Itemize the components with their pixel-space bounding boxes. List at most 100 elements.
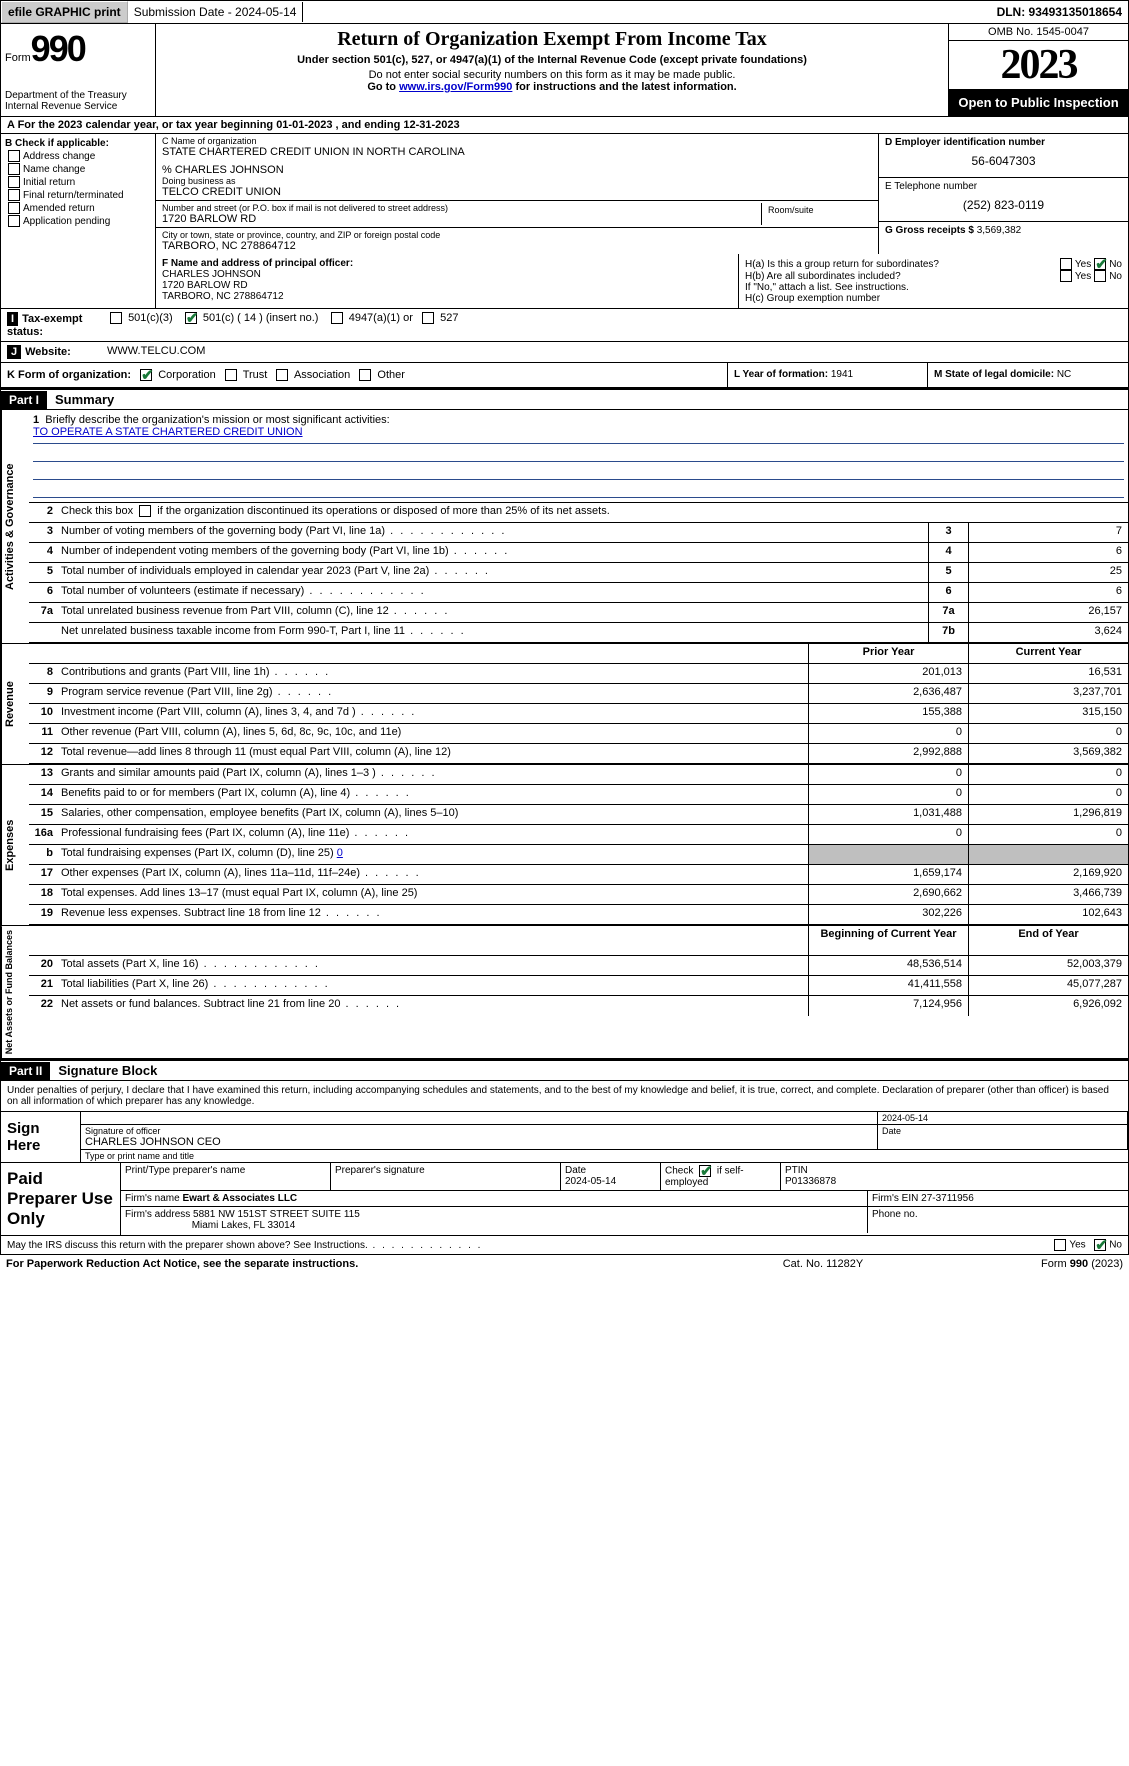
- type-name-label: Type or print name and title: [81, 1150, 1128, 1162]
- line7b-val: 3,624: [968, 623, 1128, 642]
- hb-yes[interactable]: [1060, 270, 1072, 282]
- discuss-yes[interactable]: [1054, 1239, 1066, 1251]
- chk-assoc[interactable]: [276, 369, 288, 381]
- part1-label: Part I: [1, 391, 47, 409]
- chk-527[interactable]: [422, 312, 434, 324]
- form-title: Return of Organization Exempt From Incom…: [160, 28, 944, 51]
- sign-here-block: Sign Here 2024-05-14 Signature of office…: [0, 1111, 1129, 1163]
- line13-desc: Grants and similar amounts paid (Part IX…: [57, 765, 808, 784]
- tax-status-label: Tax-exempt status:: [7, 313, 82, 338]
- part2-title: Signature Block: [50, 1061, 165, 1080]
- officer-addr1: 1720 BARLOW RD: [162, 280, 732, 291]
- phone-value: (252) 823-0119: [885, 192, 1122, 218]
- irs-discuss-row: May the IRS discuss this return with the…: [0, 1236, 1129, 1255]
- part1-header: Part I Summary: [0, 388, 1129, 410]
- ein-label: D Employer identification number: [885, 137, 1122, 148]
- chk-initial-return[interactable]: [8, 176, 20, 188]
- line8-desc: Contributions and grants (Part VIII, lin…: [57, 664, 808, 683]
- chk-501c3[interactable]: [110, 312, 122, 324]
- line9-desc: Program service revenue (Part VIII, line…: [57, 684, 808, 703]
- chk-discontinued[interactable]: [139, 505, 151, 517]
- chk-corp[interactable]: [140, 369, 152, 381]
- city-state-zip: TARBORO, NC 278864712: [162, 240, 872, 252]
- subtitle-2: Do not enter social security numbers on …: [160, 69, 944, 81]
- chk-address-change[interactable]: [8, 150, 20, 162]
- line11-prior: 0: [808, 724, 968, 743]
- efile-print-button[interactable]: efile GRAPHIC print: [1, 1, 128, 23]
- line15-desc: Salaries, other compensation, employee b…: [57, 805, 808, 824]
- chk-other[interactable]: [359, 369, 371, 381]
- officer-addr2: TARBORO, NC 278864712: [162, 291, 732, 302]
- cat-no: Cat. No. 11282Y: [723, 1258, 923, 1270]
- line10-desc: Investment income (Part VIII, column (A)…: [57, 704, 808, 723]
- form-footer: Form 990 (2023): [923, 1258, 1123, 1270]
- chk-final-return[interactable]: [8, 189, 20, 201]
- line18-curr: 3,466,739: [968, 885, 1128, 904]
- top-bar: efile GRAPHIC print Submission Date - 20…: [0, 0, 1129, 24]
- dept-treasury: Department of the Treasury Internal Reve…: [5, 90, 151, 112]
- irs-link[interactable]: www.irs.gov/Form990: [399, 81, 512, 93]
- irs-discuss-q: May the IRS discuss this return with the…: [7, 1240, 482, 1251]
- line20-boy: 48,536,514: [808, 956, 968, 975]
- website-value: WWW.TELCU.COM: [107, 345, 205, 357]
- gross-receipts-value: 3,569,382: [977, 225, 1022, 236]
- prep-name-hdr: Print/Type preparer's name: [121, 1163, 331, 1190]
- chk-4947[interactable]: [331, 312, 343, 324]
- governance-section: Activities & Governance 1 Briefly descri…: [0, 410, 1129, 643]
- line13-prior: 0: [808, 765, 968, 784]
- submission-date: Submission Date - 2024-05-14: [128, 2, 304, 22]
- line18-desc: Total expenses. Add lines 13–17 (must eq…: [57, 885, 808, 904]
- side-net-assets: Net Assets or Fund Balances: [1, 926, 29, 1058]
- chk-app-pending[interactable]: [8, 215, 20, 227]
- prep-sig-hdr: Preparer's signature: [331, 1163, 561, 1190]
- firm-ein-label: Firm's EIN: [872, 1193, 921, 1204]
- sign-here-label: Sign Here: [1, 1112, 81, 1162]
- column-c-org: C Name of organization STATE CHARTERED C…: [156, 134, 878, 254]
- subtitle-1: Under section 501(c), 527, or 4947(a)(1)…: [160, 54, 944, 66]
- subtitle-3: Go to www.irs.gov/Form990 for instructio…: [160, 81, 944, 93]
- ha-no[interactable]: [1094, 258, 1106, 270]
- ptin-label: PTIN: [785, 1165, 808, 1176]
- form-org-label: K Form of organization:: [7, 369, 131, 381]
- side-governance: Activities & Governance: [1, 410, 29, 643]
- domicile-label: M State of legal domicile:: [934, 369, 1057, 380]
- phone-label: E Telephone number: [885, 181, 1122, 192]
- chk-name-change[interactable]: [8, 163, 20, 175]
- dba: TELCO CREDIT UNION: [162, 186, 872, 198]
- year-formation-label: L Year of formation:: [734, 369, 831, 380]
- prior-year-hdr: Prior Year: [808, 644, 968, 663]
- line22-eoy: 6,926,092: [968, 996, 1128, 1016]
- addr-label: Number and street (or P.O. box if mail i…: [162, 203, 761, 213]
- chk-amended[interactable]: [8, 202, 20, 214]
- discuss-no[interactable]: [1094, 1239, 1106, 1251]
- line12-curr: 3,569,382: [968, 744, 1128, 763]
- firm-phone-label: Phone no.: [868, 1207, 1128, 1233]
- hc-label: H(c) Group exemption number: [745, 293, 1122, 304]
- chk-501c[interactable]: [185, 312, 197, 324]
- expenses-section: Expenses 13Grants and similar amounts pa…: [0, 764, 1129, 925]
- year-formation: 1941: [831, 369, 853, 380]
- line17-curr: 2,169,920: [968, 865, 1128, 884]
- line19-curr: 102,643: [968, 905, 1128, 924]
- sig-officer-name: CHARLES JOHNSON CEO: [85, 1136, 873, 1148]
- line14-prior: 0: [808, 785, 968, 804]
- line16-prior: 0: [808, 825, 968, 844]
- tax-year: 2023: [949, 41, 1128, 89]
- chk-trust[interactable]: [225, 369, 237, 381]
- line16a-desc: Professional fundraising fees (Part IX, …: [57, 825, 808, 844]
- column-de: D Employer identification number 56-6047…: [878, 134, 1128, 254]
- firm-name: Ewart & Associates LLC: [182, 1193, 297, 1204]
- room-suite-label: Room/suite: [762, 203, 872, 225]
- boy-hdr: Beginning of Current Year: [808, 926, 968, 955]
- line20-eoy: 52,003,379: [968, 956, 1128, 975]
- line9-curr: 3,237,701: [968, 684, 1128, 703]
- line17-desc: Other expenses (Part IX, column (A), lin…: [57, 865, 808, 884]
- line5-desc: Total number of individuals employed in …: [57, 563, 928, 582]
- rows-ijk: ITax-exempt status: 501(c)(3) 501(c) ( 1…: [0, 309, 1129, 388]
- net-assets-section: Net Assets or Fund Balances Beginning of…: [0, 925, 1129, 1059]
- chk-self-employed[interactable]: [699, 1165, 711, 1177]
- dln: DLN: 93493135018654: [991, 2, 1128, 22]
- hb-no[interactable]: [1094, 270, 1106, 282]
- sig-officer-label: Signature of officer: [85, 1126, 873, 1136]
- ha-yes[interactable]: [1060, 258, 1072, 270]
